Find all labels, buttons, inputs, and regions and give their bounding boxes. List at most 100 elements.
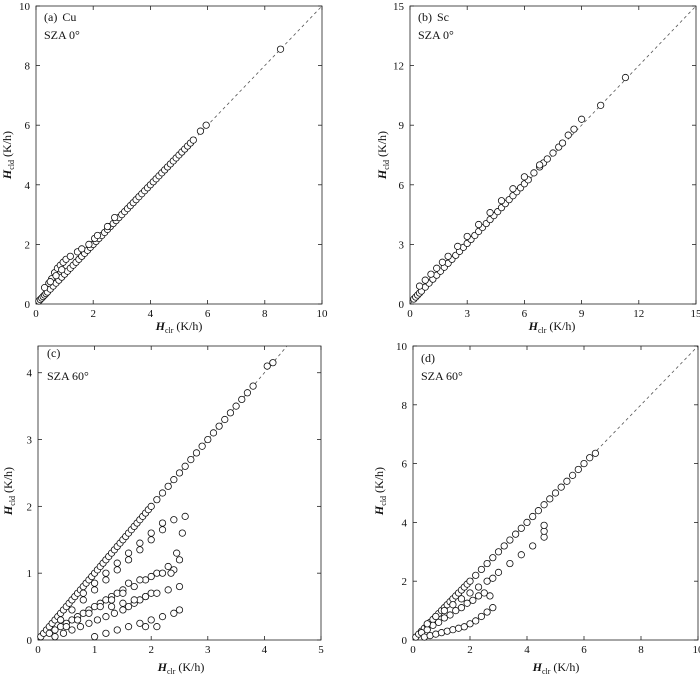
data-point	[124, 579, 133, 587]
panel-a: (a) Cu SZA 0° Hclr (K/h) Hcld (K/h) 0 2 4 6 8…	[0, 1, 328, 335]
data-point	[119, 599, 127, 607]
data-point	[558, 139, 567, 147]
data-point	[423, 626, 431, 634]
x-tick-label: 5	[318, 644, 324, 656]
data-point	[107, 602, 116, 611]
data-point	[446, 611, 454, 619]
data-point	[540, 533, 548, 541]
y-tick-label: 6	[402, 459, 408, 471]
data-point	[113, 626, 121, 634]
x-tick-label: 8	[638, 644, 644, 656]
data-point	[130, 596, 138, 604]
data-point	[243, 389, 252, 397]
data-point	[489, 574, 497, 582]
data-point	[440, 606, 448, 615]
data-point	[483, 559, 491, 568]
data-point	[580, 459, 588, 468]
y-tick-label: 2	[27, 501, 33, 513]
data-point	[124, 623, 133, 631]
data-point	[68, 626, 76, 634]
x-tick-label: 0	[407, 308, 413, 320]
data-point	[153, 496, 161, 504]
x-tick-label: 3	[464, 308, 470, 320]
data-point	[540, 501, 548, 509]
x-tick-label: 6	[581, 644, 587, 656]
data-point	[46, 278, 54, 286]
data-point	[102, 613, 110, 621]
x-tick-label: 10	[693, 644, 700, 656]
panel-a-ylabel: Hcld (K/h)	[0, 131, 16, 180]
data-point	[91, 579, 99, 587]
data-point	[96, 602, 104, 611]
data-point	[58, 266, 66, 274]
data-point	[153, 589, 161, 597]
y-tick-label: 0	[27, 635, 33, 647]
data-point	[91, 633, 99, 641]
data-point	[164, 482, 172, 490]
data-point	[540, 527, 548, 535]
y-tick-label: 6	[399, 180, 405, 192]
data-point	[529, 512, 537, 521]
data-point	[457, 604, 466, 612]
data-point	[175, 469, 184, 477]
data-point	[474, 583, 483, 591]
x-tick-label: 2	[148, 644, 154, 656]
data-point	[551, 489, 560, 497]
data-point	[85, 609, 93, 617]
y-tick-label: 9	[399, 120, 405, 132]
x-tick-label: 6	[522, 308, 528, 320]
data-point	[62, 623, 70, 631]
x-tick-label: 9	[579, 308, 585, 320]
panel-a-sza: SZA 0°	[44, 28, 80, 42]
data-point	[466, 620, 474, 628]
data-point	[263, 362, 271, 370]
panel-c-sza: SZA 60°	[47, 369, 89, 383]
x-tick-label: 0	[35, 644, 41, 656]
data-point	[136, 546, 144, 554]
data-point	[124, 549, 133, 557]
data-point	[103, 222, 112, 231]
data-point	[113, 559, 121, 567]
panel-c-ylabel: Hcld (K/h)	[1, 467, 17, 516]
y-tick-label: 2	[402, 576, 408, 588]
y-tick-label: 12	[393, 61, 404, 73]
x-tick-label: 12	[633, 308, 644, 320]
panel-c-label: (c)	[47, 346, 60, 360]
data-point	[577, 115, 586, 123]
y-tick-label: 8	[25, 61, 31, 73]
data-point	[483, 608, 491, 616]
panel-d-sza: SZA 60°	[421, 369, 463, 383]
data-point	[444, 252, 452, 260]
data-point	[158, 613, 167, 621]
x-tick-label: 0	[410, 644, 416, 656]
data-point	[621, 73, 630, 82]
plot-frame	[37, 345, 322, 641]
data-point	[463, 599, 471, 607]
data-point	[147, 536, 155, 544]
data-point	[440, 614, 448, 622]
x-tick-label: 2	[467, 644, 473, 656]
data-point	[85, 619, 93, 627]
y-tick-label: 10	[396, 341, 408, 353]
data-point	[102, 569, 110, 577]
data-point	[124, 602, 133, 611]
panel-b: (b) Sc SZA 0° Hclr (K/h) Hcld (K/h) 0 3 6 9 1…	[375, 1, 700, 335]
y-tick-label: 0	[25, 299, 31, 311]
data-point	[586, 454, 594, 462]
data-point	[175, 556, 184, 564]
data-point	[463, 232, 471, 241]
panel-b-sza: SZA 0°	[418, 28, 454, 42]
data-point	[549, 149, 557, 157]
data-point	[107, 596, 116, 604]
panel-c-xlabel: Hclr (K/h)	[157, 660, 205, 676]
y-tick-label: 8	[402, 400, 408, 412]
data-point	[189, 136, 197, 144]
data-point	[175, 582, 184, 591]
data-point	[506, 559, 514, 568]
data-point	[469, 596, 477, 604]
data-point	[196, 127, 205, 135]
data-point	[45, 629, 53, 637]
data-point	[85, 240, 93, 248]
data-point	[472, 571, 480, 579]
data-point	[568, 471, 577, 479]
